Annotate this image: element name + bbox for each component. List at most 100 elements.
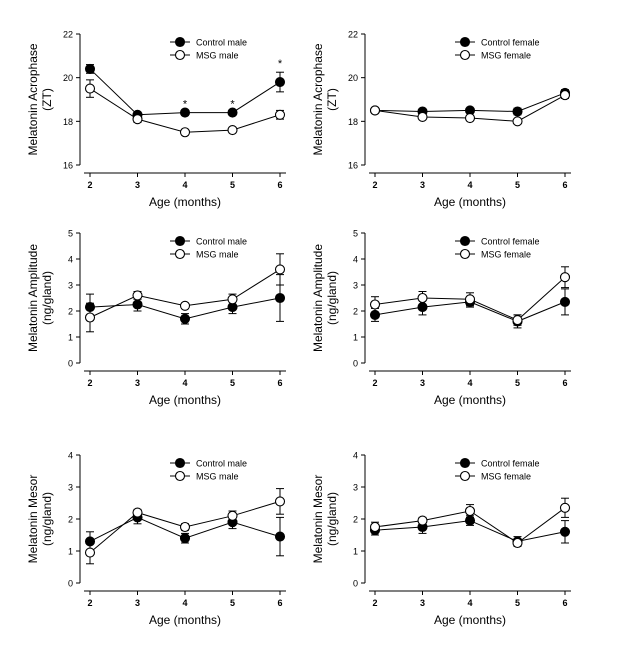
- data-point: [464, 505, 476, 517]
- y-tick-label: 3: [353, 281, 358, 291]
- x-tick-label: 4: [182, 378, 187, 388]
- y-tick-label: 2: [353, 515, 358, 525]
- y-tick-label: 2: [68, 307, 73, 317]
- y-tick-label: 0: [68, 359, 73, 369]
- x-axis-title: Age (months): [434, 393, 506, 407]
- data-point: [179, 533, 191, 544]
- legend-marker: [174, 36, 186, 48]
- x-tick-label: 4: [467, 598, 472, 608]
- x-tick-label: 2: [372, 378, 377, 388]
- y-axis-title: Melatonin Mesor(ng/gland): [311, 475, 339, 564]
- data-point: [132, 114, 143, 125]
- data-point: [417, 111, 428, 123]
- legend-label: Control female: [481, 237, 540, 247]
- y-axis-title-line: Melatonin Mesor: [26, 475, 40, 564]
- data-point: [369, 299, 381, 310]
- legend-marker: [174, 457, 186, 469]
- data-point: [512, 537, 523, 549]
- legend-label: MSG female: [481, 51, 531, 61]
- y-axis-title-line: Melatonin Acrophase: [311, 43, 325, 155]
- data-point: [559, 90, 571, 101]
- y-axis-title-line: (ZT): [40, 88, 54, 111]
- x-tick-label: 2: [87, 180, 92, 190]
- y-tick-label: 1: [68, 333, 73, 343]
- y-axis-title-line: (ZT): [325, 88, 339, 111]
- data-point: [559, 272, 571, 283]
- y-axis-title: Melatonin Acrophase(ZT): [26, 43, 54, 155]
- x-axis-title: Age (months): [434, 195, 506, 209]
- data-point: [464, 113, 476, 124]
- y-tick-label: 2: [353, 307, 358, 317]
- data-point: [274, 76, 286, 88]
- data-point: [274, 109, 286, 120]
- x-tick-label: 6: [277, 180, 282, 190]
- x-tick-label: 3: [135, 378, 140, 388]
- y-axis-title-line: (ng/gland): [325, 492, 339, 546]
- y-axis-title-line: (ng/gland): [325, 271, 339, 325]
- x-tick-label: 6: [562, 180, 567, 190]
- x-tick-label: 5: [515, 180, 520, 190]
- legend-label: Control male: [196, 459, 247, 469]
- data-point: [274, 292, 286, 304]
- legend-marker: [174, 235, 186, 247]
- y-tick-label: 3: [353, 483, 358, 493]
- data-point: [179, 313, 191, 324]
- data-point: [227, 107, 238, 118]
- y-tick-label: 1: [68, 547, 73, 557]
- y-tick-label: 22: [63, 30, 73, 40]
- chart-panel-amplitude-female: 0 1 2 3 4 5 2 3 4 5 6 Age (months) Melatonin Amplitu…: [311, 229, 571, 407]
- y-axis-title: Melatonin Amplitude(ng/gland): [26, 244, 54, 352]
- x-tick-label: 4: [467, 378, 472, 388]
- x-axis-title: Age (months): [149, 613, 221, 627]
- y-axis-title-line: Melatonin Acrophase: [26, 43, 40, 155]
- legend-label: Control male: [196, 38, 247, 48]
- data-point: [132, 507, 143, 518]
- x-tick-label: 5: [230, 598, 235, 608]
- data-point: [179, 521, 191, 533]
- data-point: [464, 294, 476, 305]
- x-tick-label: 2: [87, 598, 92, 608]
- x-tick-label: 3: [420, 378, 425, 388]
- legend: Control male MSG male: [170, 36, 247, 61]
- series-msg: [84, 488, 286, 565]
- series-control: [369, 515, 571, 547]
- y-tick-label: 2: [68, 515, 73, 525]
- legend-label: MSG female: [481, 472, 531, 482]
- data-point: [559, 296, 571, 307]
- data-point: [84, 63, 96, 74]
- data-point: [512, 106, 523, 117]
- y-tick-label: 20: [63, 73, 73, 83]
- legend-marker: [459, 248, 471, 260]
- legend-label: MSG male: [196, 51, 239, 61]
- x-tick-label: 2: [372, 598, 377, 608]
- y-tick-label: 4: [68, 255, 73, 265]
- data-point: [512, 315, 523, 326]
- y-tick-label: 18: [63, 117, 73, 127]
- y-tick-label: 4: [353, 255, 358, 265]
- x-tick-label: 4: [182, 598, 187, 608]
- x-tick-label: 6: [277, 378, 282, 388]
- y-axis-title: Melatonin Mesor(ng/gland): [26, 475, 54, 564]
- series-control: [84, 63, 286, 120]
- legend-label: Control male: [196, 237, 247, 247]
- legend-label: Control female: [481, 459, 540, 469]
- series-control: [84, 510, 286, 557]
- x-axis-title: Age (months): [149, 393, 221, 407]
- y-tick-label: 0: [68, 579, 73, 589]
- chart-panel-mesor-male: 0 1 2 3 4 2 3 4 5 6 Age (months) Melatonin Mesor(ng…: [26, 451, 286, 627]
- x-tick-label: 5: [515, 378, 520, 388]
- data-point: [132, 290, 143, 301]
- data-point: [274, 264, 286, 275]
- y-tick-label: 18: [348, 117, 358, 127]
- series-control: [369, 87, 571, 117]
- legend-marker: [174, 470, 186, 482]
- y-axis-title-line: Melatonin Mesor: [311, 475, 325, 564]
- x-tick-label: 6: [277, 598, 282, 608]
- significance-asterisk: *: [278, 58, 283, 70]
- y-axis-title: Melatonin Acrophase(ZT): [311, 43, 339, 155]
- y-tick-label: 0: [353, 579, 358, 589]
- data-point: [179, 300, 191, 311]
- legend: Control male MSG male: [170, 457, 247, 482]
